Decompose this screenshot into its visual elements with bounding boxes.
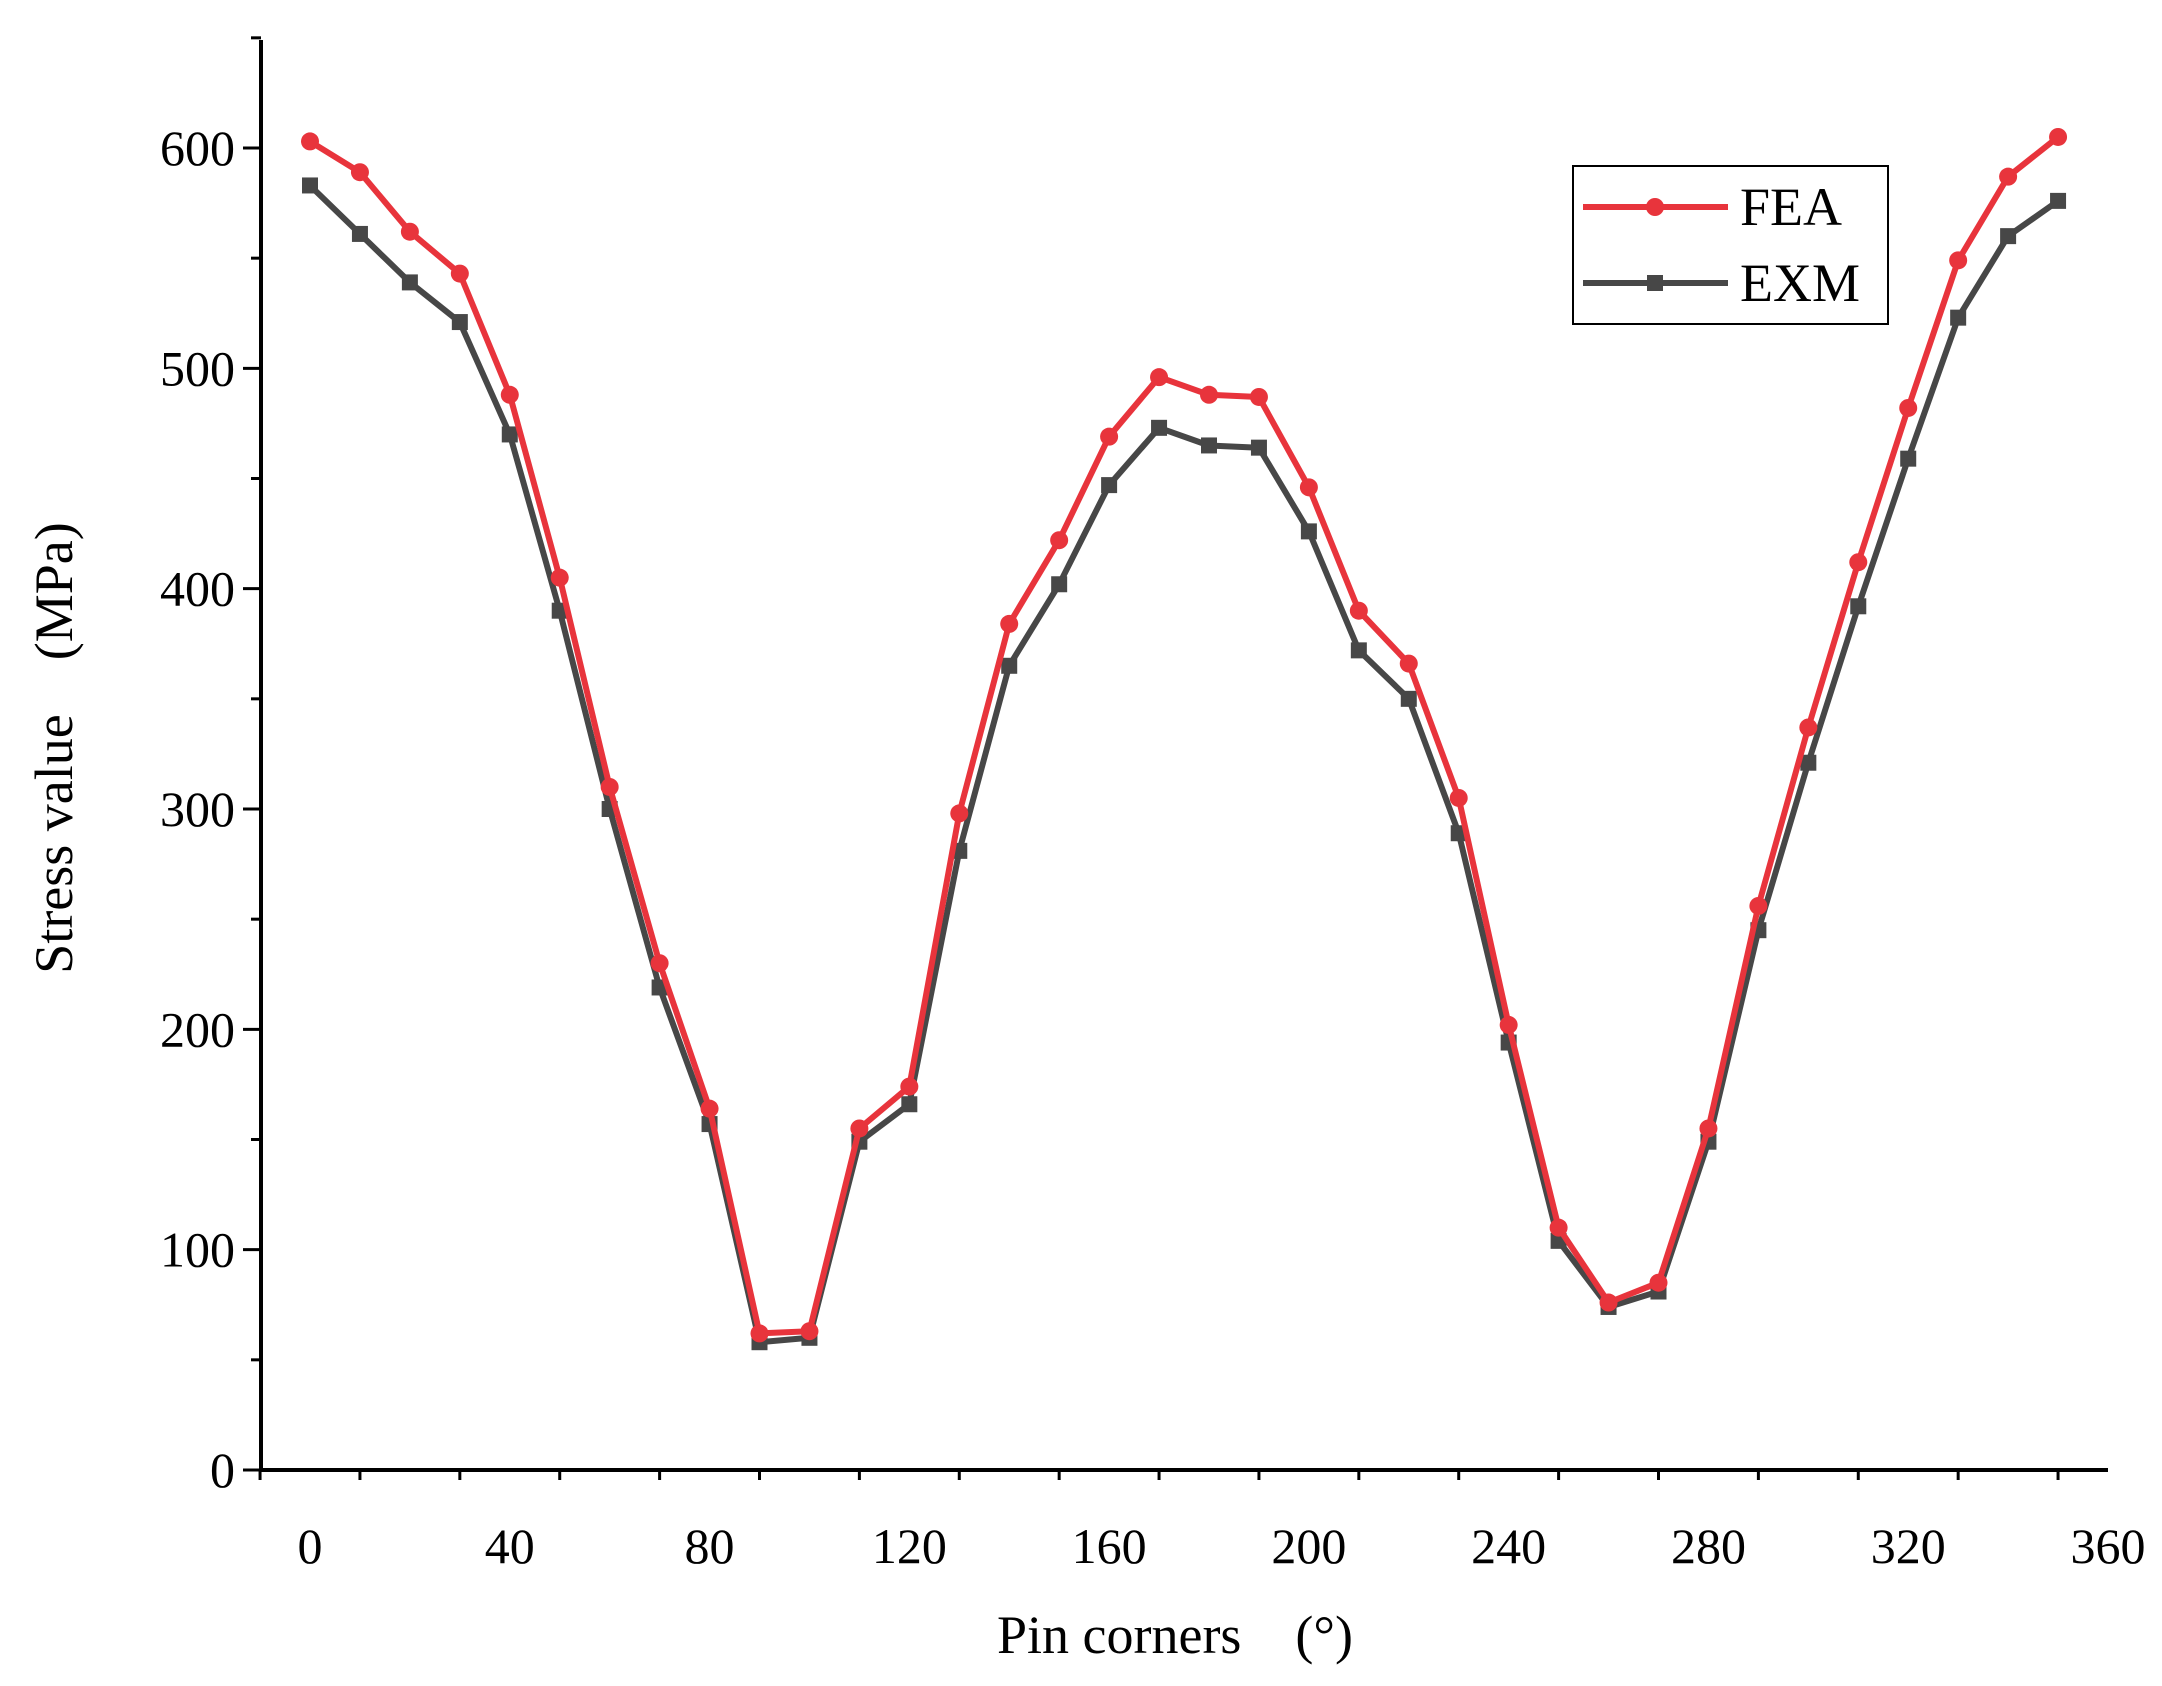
x-tick-label: 80	[685, 1518, 735, 1574]
fea-point	[650, 954, 669, 973]
fea-point	[1000, 614, 1019, 633]
y-tick-label: 300	[160, 781, 235, 837]
legend: FEA EXM	[1572, 165, 1889, 325]
exm-point	[901, 1096, 918, 1113]
fea-point	[1599, 1293, 1618, 1312]
y-tick-label: 100	[160, 1222, 235, 1278]
axis-ticks: 0 100 200 300 400 500 600 0 40 80 120 160 200 240 280 3…	[160, 36, 2146, 1574]
fea-point	[1849, 553, 1868, 572]
exm-point	[1950, 309, 1967, 326]
exm-point	[2000, 228, 2017, 245]
fea-point	[900, 1077, 919, 1096]
fea-point	[850, 1119, 869, 1138]
exm-point	[1101, 477, 1118, 494]
fea-line	[308, 134, 2060, 1337]
fea-point	[2049, 127, 2068, 146]
fea-point	[1150, 368, 1169, 387]
fea-point	[1299, 478, 1318, 497]
fea-point	[301, 132, 319, 151]
x-tick-label: 120	[872, 1518, 947, 1574]
fea-point	[750, 1324, 769, 1343]
series-fea	[301, 127, 2068, 1343]
exm-point	[1800, 754, 1817, 771]
exm-point	[302, 177, 318, 194]
exm-point	[1850, 598, 1867, 615]
exm-point	[1300, 523, 1317, 540]
fea-point	[1899, 398, 1918, 417]
fea-point	[1349, 601, 1368, 620]
fea-point	[350, 163, 369, 182]
fea-point	[550, 568, 569, 587]
exm-point	[451, 314, 468, 331]
exm-point	[1051, 576, 1068, 593]
y-tick-label: 600	[160, 120, 235, 176]
fea-point	[400, 222, 419, 241]
fea-point	[700, 1099, 719, 1118]
x-tick-label: 0	[298, 1518, 323, 1574]
fea-point	[1699, 1119, 1718, 1138]
y-tick-label: 200	[160, 1001, 235, 1057]
y-tick-label: 400	[160, 561, 235, 617]
legend-marker	[1646, 198, 1664, 216]
x-tick-label: 40	[485, 1518, 535, 1574]
exm-point	[351, 225, 368, 242]
legend-label: FEA	[1740, 177, 1842, 237]
x-tick-label: 200	[1271, 1518, 1346, 1574]
exm-point	[501, 426, 518, 443]
legend-box	[1572, 165, 1889, 325]
exm-point	[1151, 419, 1168, 436]
x-tick-label: 360	[2071, 1518, 2146, 1574]
exm-line	[307, 183, 2060, 1346]
exm-point	[1400, 690, 1417, 707]
fea-point	[950, 804, 969, 823]
exm-point	[1201, 437, 1217, 454]
exm-point	[2050, 192, 2067, 209]
legend-marker	[1647, 275, 1663, 291]
fea-point	[500, 385, 519, 404]
exm-point	[1900, 450, 1917, 467]
exm-point	[1350, 642, 1367, 659]
fea-point	[1249, 387, 1268, 406]
fea-point	[1100, 427, 1119, 446]
fea-point	[450, 264, 469, 283]
y-tick-label: 500	[160, 340, 235, 396]
fea-point	[800, 1322, 819, 1341]
y-tick-label: 0	[210, 1442, 235, 1498]
fea-point	[1649, 1273, 1668, 1292]
exm-point	[401, 274, 418, 291]
legend-label: EXM	[1740, 253, 1860, 313]
fea-point	[1999, 167, 2018, 186]
fea-point	[1549, 1218, 1568, 1237]
fea-point	[1949, 251, 1968, 270]
fea-point	[1399, 654, 1418, 673]
fea-point	[1050, 531, 1069, 550]
series-layer	[301, 127, 2068, 1351]
fea-point	[1749, 896, 1768, 915]
x-tick-label: 280	[1671, 1518, 1746, 1574]
fea-point	[1799, 718, 1818, 737]
x-tick-label: 240	[1471, 1518, 1546, 1574]
fea-point	[1449, 788, 1468, 807]
x-tick-label: 320	[1871, 1518, 1946, 1574]
fea-point	[600, 777, 619, 796]
x-axis-title: Pin corners (°)	[997, 1605, 1353, 1665]
exm-point	[1250, 439, 1267, 456]
axes	[259, 40, 2108, 1472]
x-tick-label: 160	[1072, 1518, 1147, 1574]
fea-point	[1499, 1015, 1518, 1034]
exm-point	[1001, 657, 1018, 674]
series-exm	[302, 177, 2067, 1351]
y-axis-title: Stress value (MPa)	[24, 522, 84, 973]
fea-point	[1200, 385, 1218, 404]
